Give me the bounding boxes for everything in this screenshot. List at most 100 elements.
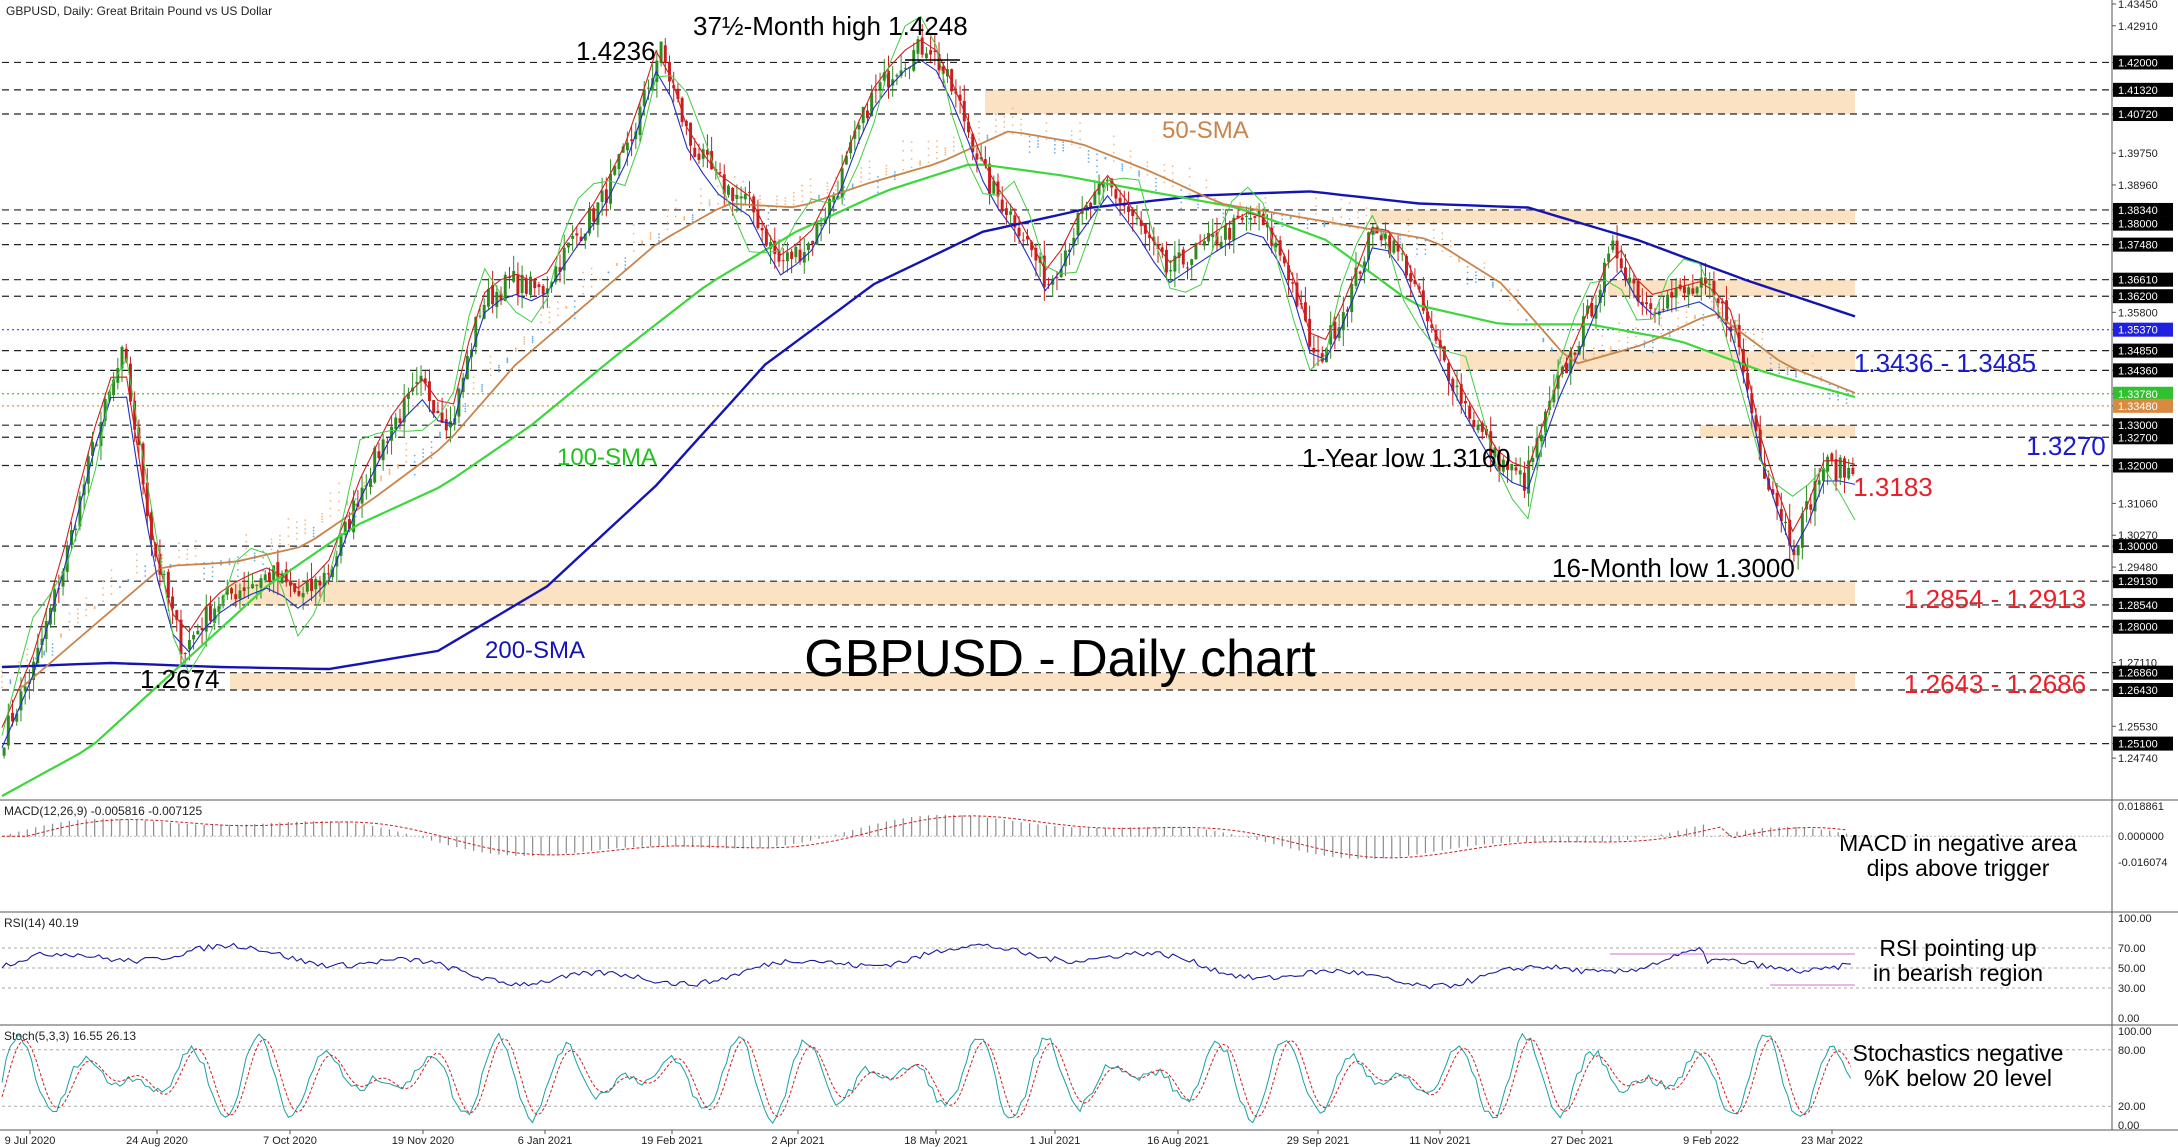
cloud-dot <box>472 387 475 390</box>
cloud-dot <box>818 194 820 197</box>
cloud-dot <box>1205 186 1208 189</box>
candle-body <box>1565 363 1568 374</box>
cloud-dot <box>1736 323 1738 326</box>
macd-header: MACD(12,26,9) -0.005816 -0.007125 <box>4 804 202 818</box>
cloud-dot <box>1281 225 1284 228</box>
candle-body <box>86 456 90 484</box>
y-tick-label: 1.39750 <box>2118 148 2158 160</box>
candle-body <box>432 400 436 414</box>
cloud-dot <box>430 457 433 459</box>
cloud-dot <box>1045 113 1048 116</box>
cloud-dot <box>1458 259 1461 262</box>
candle-body <box>1674 288 1678 298</box>
cloud-dot <box>346 502 349 505</box>
cloud-dot <box>1618 340 1621 342</box>
candle-body <box>1312 348 1316 353</box>
candle-body <box>604 189 608 203</box>
cloud-dot <box>944 151 947 154</box>
cloud-dot <box>1079 121 1082 124</box>
cloud-dot <box>759 194 761 197</box>
cloud-dot <box>388 473 391 476</box>
cloud-dot <box>1070 130 1073 132</box>
cloud-dot <box>279 538 281 541</box>
cloud-dot <box>1272 225 1275 228</box>
cloud-dot <box>1357 222 1359 224</box>
candle-body <box>588 208 591 234</box>
candle-body <box>1758 429 1762 460</box>
candle-body <box>1379 235 1383 241</box>
cloud-dot <box>1761 337 1764 340</box>
cloud-dot <box>1247 217 1250 220</box>
cloud-dot <box>843 204 846 206</box>
cloud-dot <box>944 149 947 152</box>
cloud-dot <box>1197 206 1199 209</box>
cloud-dot <box>1163 163 1166 166</box>
candle-body <box>1278 240 1282 256</box>
macd-note-2: dips above trigger <box>1867 855 2050 881</box>
candle-body <box>1346 309 1350 312</box>
cloud-dot <box>1357 216 1359 219</box>
candle-body <box>1729 326 1733 332</box>
candle-body <box>78 496 82 527</box>
cloud-dot <box>809 191 812 193</box>
cloud-dot <box>287 543 290 546</box>
candle-body <box>1527 460 1531 494</box>
candle-body <box>1792 549 1796 556</box>
cloud-dot <box>304 523 307 526</box>
cloud-dot <box>1424 253 1427 255</box>
candle-body <box>326 573 330 575</box>
y-tick-label: 1.36200 <box>2118 291 2158 303</box>
candle-body <box>1817 480 1821 485</box>
cloud-dot <box>1534 325 1536 328</box>
candle-body <box>1708 284 1712 286</box>
cloud-dot <box>1 670 3 673</box>
x-tick-label: 11 Nov 2021 <box>1409 1135 1471 1147</box>
candle-body <box>1762 463 1766 479</box>
cloud-dot <box>321 515 323 518</box>
cloud-dot <box>809 197 812 200</box>
pane-tick-label: -0.016074 <box>2118 857 2168 869</box>
candle-body <box>1800 513 1804 548</box>
cloud-dot <box>978 138 980 141</box>
candle-body <box>61 571 65 587</box>
cloud-dot <box>405 442 408 445</box>
cloud-dot <box>1753 344 1755 347</box>
candle-body <box>293 583 297 592</box>
cloud-dot <box>885 167 888 170</box>
cloud-dot <box>952 145 955 148</box>
candle-body <box>474 317 478 348</box>
cloud-dot <box>236 568 239 571</box>
y-tick-label: 1.33780 <box>2118 389 2158 401</box>
cloud-dot <box>1348 218 1351 221</box>
candle-body <box>369 478 372 488</box>
cloud-dot <box>1264 197 1267 199</box>
candle-body <box>1851 467 1855 475</box>
candle-body <box>1670 292 1674 298</box>
cloud-dot <box>1146 165 1149 168</box>
candle-body <box>630 139 634 141</box>
cloud-dot <box>666 221 669 224</box>
candle-body <box>1042 255 1046 288</box>
candle-body <box>406 393 410 399</box>
cloud-dot <box>1155 177 1157 180</box>
sma200-line <box>1 190 1856 671</box>
cloud-dot <box>1845 402 1848 405</box>
candle-body <box>1771 489 1775 495</box>
cloud-dot <box>498 364 500 367</box>
cloud-dot <box>1508 299 1511 302</box>
cloud-dot <box>1517 295 1519 298</box>
candle-body <box>116 368 120 383</box>
cloud-dot <box>236 556 239 559</box>
candle-body <box>112 379 116 396</box>
cloud-dot <box>1247 222 1250 224</box>
cloud-dot <box>1592 353 1595 355</box>
candle-body <box>785 252 789 262</box>
cloud-dot <box>851 183 854 186</box>
cloud-dot <box>85 603 88 605</box>
cloud-dot <box>1121 169 1124 172</box>
cloud-dot <box>1761 351 1764 353</box>
cloud-dot <box>1567 363 1570 365</box>
y-tick-label: 1.25100 <box>2118 739 2158 751</box>
cloud-dot <box>1424 244 1427 246</box>
